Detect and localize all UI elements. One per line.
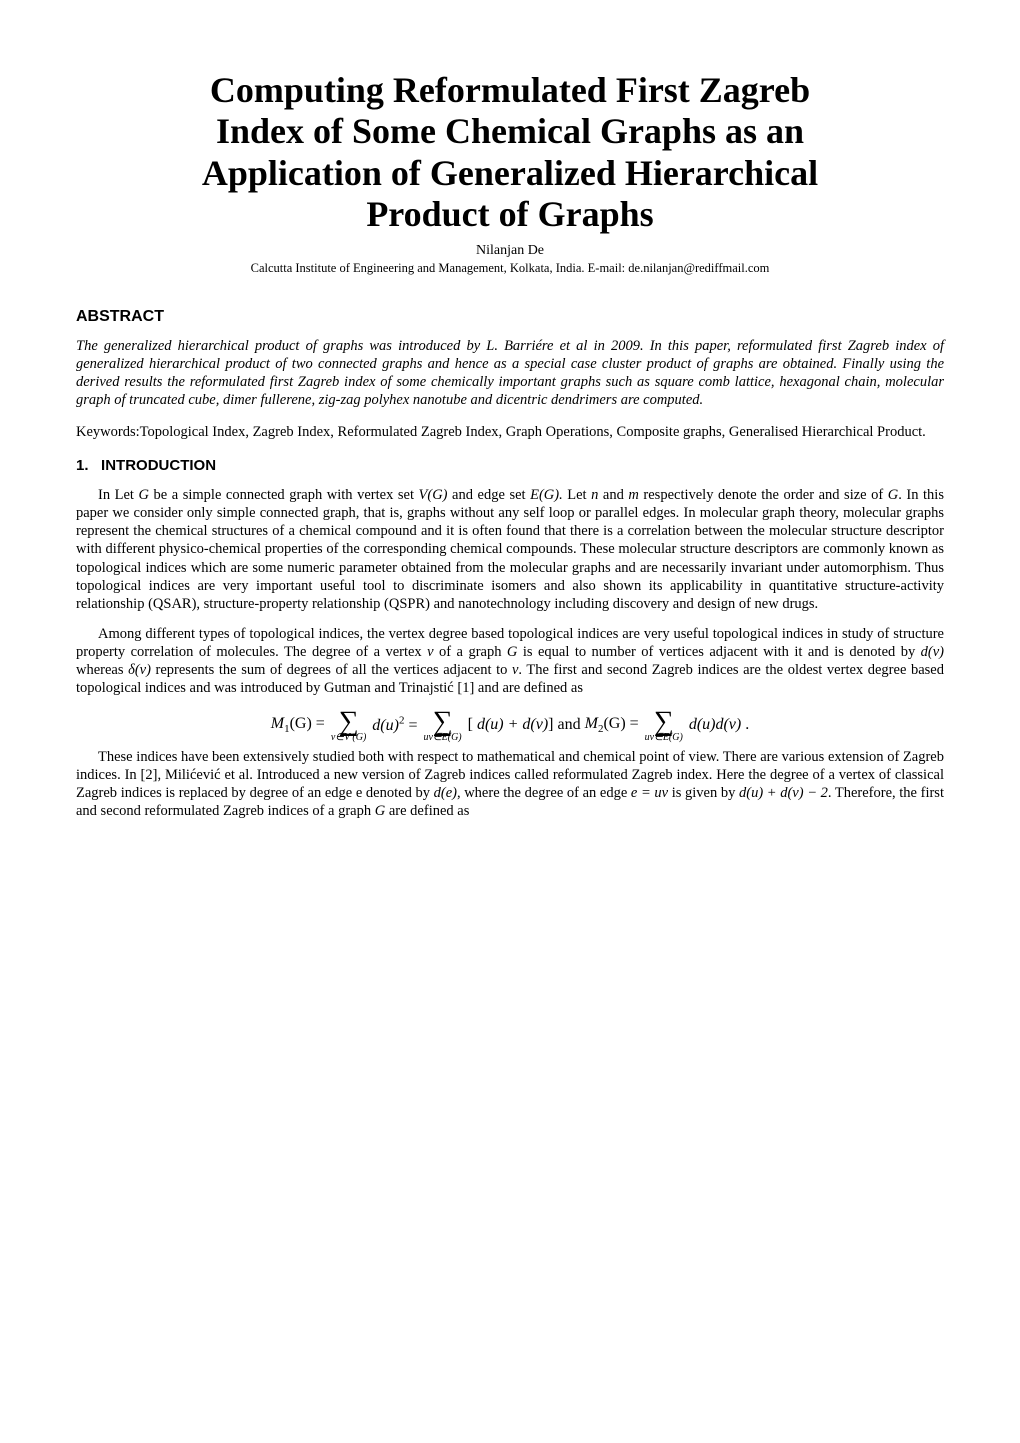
text-run: of a graph [434, 644, 507, 660]
text-run: respectively denote the order and size o… [639, 487, 888, 503]
intro-paragraph-3: These indices have been extensively stud… [76, 748, 944, 821]
text-run: represents the sum of degrees of all the… [151, 662, 512, 678]
text-run: and [598, 487, 628, 503]
symbol-de: d(e) [434, 785, 457, 801]
text-run: . In this paper we consider only simple … [76, 487, 944, 612]
text-run: is given by [668, 785, 739, 801]
text-run: Let [563, 487, 591, 503]
text-run: whereas [76, 662, 128, 678]
formula-rbrack: ] [548, 717, 553, 734]
keywords-line: Keywords:Topological Index, Zagreb Index… [76, 423, 944, 441]
text-run: , where the degree of an edge [457, 785, 631, 801]
section-title: INTRODUCTION [101, 457, 216, 474]
formula-eq: = [404, 717, 421, 734]
formula-m: M [271, 715, 284, 732]
abstract-heading: ABSTRACT [76, 307, 944, 327]
intro-paragraph-2: Among different types of topological ind… [76, 625, 944, 698]
sigma-icon: ∑uv∈E(G) [423, 709, 461, 741]
title-line: Index of Some Chemical Graphs as an [216, 111, 804, 151]
formula-m: M [585, 715, 598, 732]
section-number: 1. [76, 457, 89, 474]
symbol-g: G [138, 487, 148, 503]
symbol-euv: e = uv [631, 785, 668, 801]
symbol-eg: E(G). [530, 487, 563, 503]
sigma-icon: ∑uv∈E(G) [645, 709, 683, 741]
abstract-body: The generalized hierarchical product of … [76, 337, 944, 410]
title-line: Computing Reformulated First Zagreb [210, 70, 810, 110]
paper-title: Computing Reformulated First Zagreb Inde… [76, 70, 944, 236]
author-name: Nilanjan De [76, 242, 944, 260]
symbol-g: G [375, 803, 385, 819]
author-affiliation: Calcutta Institute of Engineering and Ma… [76, 261, 944, 277]
zagreb-formula: M1(G) = ∑v∈V (G) d(u)2 = ∑uv∈E(G) [ d(u)… [76, 709, 944, 741]
introduction-heading: 1. INTRODUCTION [76, 457, 944, 476]
formula-period: . [741, 717, 749, 734]
symbol-m: m [628, 487, 638, 503]
text-run: and edge set [448, 487, 531, 503]
formula-garg: (G) = [290, 715, 329, 732]
sum-range: uv∈E(G) [645, 733, 683, 742]
symbol-g: G [888, 487, 898, 503]
formula-term: d(u) [372, 717, 399, 734]
text-run: are defined as [385, 803, 469, 819]
text-run: be a simple connected graph with vertex … [149, 487, 419, 503]
title-line: Application of Generalized Hierarchical [202, 153, 818, 193]
symbol-dudv2: d(u) + d(v) − 2 [739, 785, 828, 801]
formula-term: d(u) + d(v) [473, 717, 548, 734]
formula-term: d(u)d(v) [689, 717, 741, 734]
intro-paragraph-1: In Let G be a simple connected graph wit… [76, 486, 944, 613]
symbol-g: G [507, 644, 517, 660]
sigma-icon: ∑v∈V (G) [331, 709, 366, 741]
text-run: In Let [98, 487, 138, 503]
formula-garg: (G) = [603, 715, 642, 732]
text-run: is equal to number of vertices adjacent … [517, 644, 920, 660]
symbol-dv: d(v) [921, 644, 944, 660]
formula-and: and [558, 717, 585, 734]
symbol-deltav: δ(v) [128, 662, 151, 678]
sum-range: v∈V (G) [331, 733, 366, 742]
symbol-vg: V(G) [419, 487, 448, 503]
title-line: Product of Graphs [366, 194, 653, 234]
sum-range: uv∈E(G) [423, 733, 461, 742]
